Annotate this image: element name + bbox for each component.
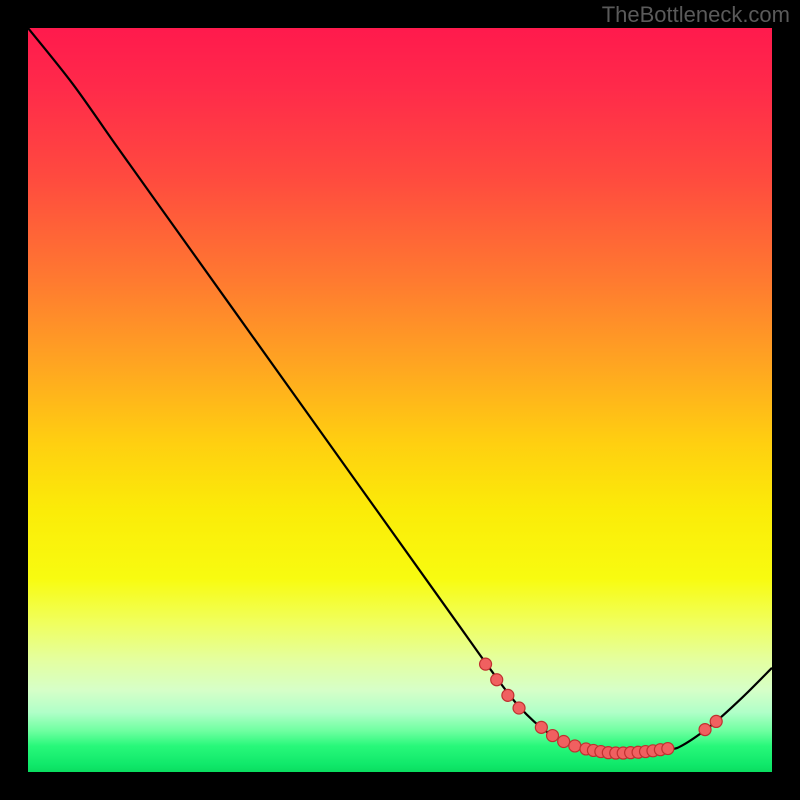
watermark-text: TheBottleneck.com	[602, 2, 790, 28]
curve-marker	[710, 715, 722, 727]
curve-marker	[569, 740, 581, 752]
curve-marker	[535, 721, 547, 733]
curve-marker	[480, 658, 492, 670]
bottleneck-curve	[28, 28, 772, 753]
curve-marker	[513, 702, 525, 714]
curve-marker	[699, 724, 711, 736]
curve-marker	[502, 689, 514, 701]
curve-marker	[491, 674, 503, 686]
plot-area	[28, 28, 772, 772]
curve-marker	[547, 730, 559, 742]
curve-marker	[662, 743, 674, 755]
chart-overlay	[28, 28, 772, 772]
curve-marker	[558, 735, 570, 747]
